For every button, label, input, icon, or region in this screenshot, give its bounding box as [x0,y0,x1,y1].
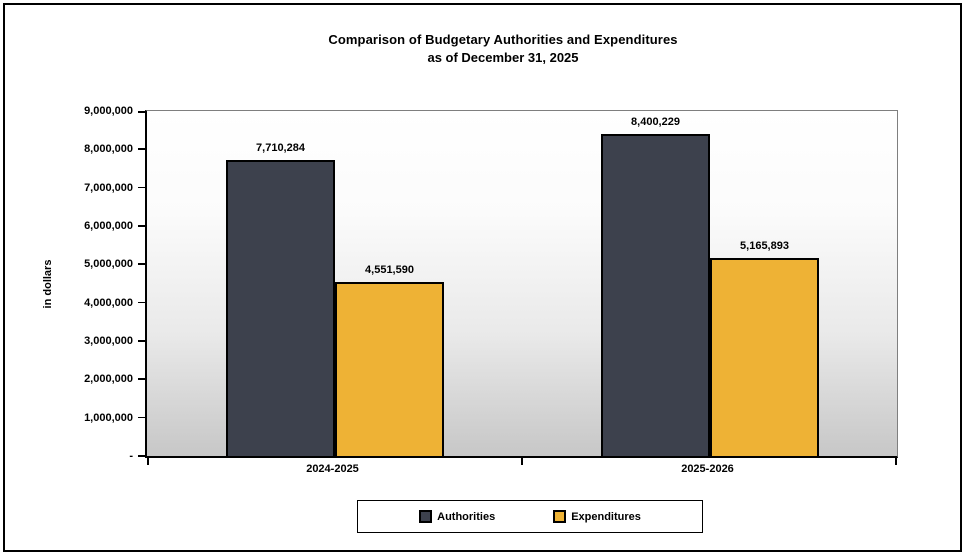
y-tick-label: 7,000,000 [84,181,133,194]
legend-label: Authorities [437,510,496,523]
legend: Authorities Expenditures [357,500,703,533]
x-tick-mark [147,458,149,465]
chart-subtitle: as of December 31, 2025 [427,50,579,65]
chart-title-block: Comparison of Budgetary Authorities and … [40,31,966,67]
bar-value-label: 5,165,893 [740,240,789,252]
y-tick-mark [138,263,145,265]
x-axis-label-2025-2026: 2025-2026 [681,463,734,475]
y-tick-mark [138,416,145,419]
y-tick-label: - [129,450,133,462]
bar-expenditures-2024-2025 [335,282,444,456]
y-tick-mark [138,301,145,304]
y-tick-mark [138,225,145,227]
bar-expenditures-2025-2026 [710,258,819,456]
x-axis-labels: 2024-2025 2025-2026 [145,463,898,479]
y-tick-label: 5,000,000 [84,258,133,271]
y-tick-label: 2,000,000 [84,373,133,386]
y-tick-label: 6,000,000 [84,220,133,232]
y-axis-title: in dollars [42,259,54,309]
y-tick-label: 8,000,000 [84,143,133,156]
y-tick-mark [138,340,145,342]
legend-label: Expenditures [571,510,641,523]
x-tick-mark [895,458,897,465]
legend-entry-authorities: Authorities [419,510,495,523]
bar-authorities-2024-2025 [226,160,335,456]
y-tick-mark [138,455,145,457]
bar-value-label: 4,551,590 [365,264,414,276]
plot-area: - 1,000,000 2,000,000 3,000,000 4,000,000 5,0… [84,105,898,465]
chart-title: Comparison of Budgetary Authorities and … [328,32,678,47]
legend-swatch-authorities-icon [419,510,433,523]
y-tick-mark [138,111,145,113]
y-tick-label: 3,000,000 [84,335,133,347]
x-axis-label-2024-2025: 2024-2025 [306,463,359,475]
y-tick-label: 4,000,000 [84,296,133,309]
y-tick-mark [138,378,145,380]
bar-authorities-2025-2026 [601,134,710,456]
legend-swatch-expenditures-icon [553,510,567,523]
y-tick-mark [138,186,145,189]
bar-value-label: 8,400,229 [631,116,680,128]
bar-value-label: 7,710,284 [256,142,305,154]
legend-entry-expenditures: Expenditures [553,510,641,523]
y-tick-mark [138,148,145,150]
y-tick-label: 1,000,000 [84,411,133,424]
y-tick-label: 9,000,000 [84,105,133,117]
x-tick-mark [521,458,523,465]
